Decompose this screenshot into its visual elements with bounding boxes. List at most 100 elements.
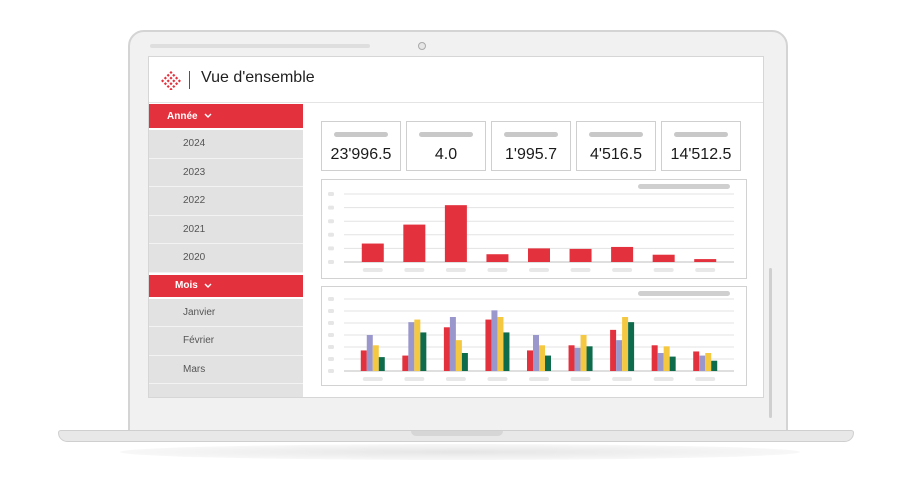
bar[interactable] [569, 248, 592, 262]
x-tick-placeholder [570, 268, 591, 272]
kpi-card[interactable]: 4.0 [406, 121, 486, 171]
bar[interactable] [497, 317, 504, 371]
page-title: Vue d'ensemble [201, 69, 315, 86]
sidebar-item-2021[interactable]: 2021 [149, 216, 303, 244]
bar[interactable] [533, 335, 539, 371]
x-tick-placeholder [653, 268, 674, 272]
bar[interactable] [652, 254, 675, 262]
y-tick-placeholder [328, 219, 334, 224]
diamond-logo-icon[interactable] [161, 70, 181, 90]
sidebar-item-janvier[interactable]: Janvier [149, 299, 303, 327]
bar[interactable] [669, 356, 676, 371]
bar[interactable] [408, 322, 415, 371]
sidebar-item-2023[interactable]: 2023 [149, 159, 303, 187]
sidebar-item-2024[interactable]: 2024 [149, 130, 303, 159]
bar[interactable] [545, 355, 551, 371]
bar[interactable] [372, 345, 379, 371]
bar[interactable] [486, 254, 509, 262]
sidebar-item-2022[interactable]: 2022 [149, 187, 303, 216]
bar[interactable] [694, 259, 717, 262]
bar[interactable] [705, 353, 712, 371]
bar[interactable] [449, 317, 456, 371]
bar[interactable] [663, 346, 670, 371]
x-tick-placeholder [612, 377, 633, 381]
x-tick-placeholder [570, 377, 591, 381]
bar[interactable] [414, 319, 421, 371]
bar[interactable] [443, 327, 450, 371]
legend-placeholder [638, 184, 730, 189]
bar[interactable] [527, 350, 533, 371]
logo-dot [161, 79, 165, 83]
kpi-card[interactable]: 4'516.5 [576, 121, 656, 171]
x-tick-placeholder [445, 268, 466, 272]
sidebar-item-fevrier[interactable]: Février [149, 327, 303, 356]
bar[interactable] [657, 353, 664, 371]
bar[interactable] [361, 243, 384, 262]
kpi-card[interactable]: 1'995.7 [491, 121, 571, 171]
bar[interactable] [491, 310, 498, 371]
bar[interactable] [574, 347, 581, 371]
bar[interactable] [461, 353, 468, 371]
y-tick-placeholder [328, 232, 334, 237]
logo-dot [169, 76, 173, 80]
sidebar-header-month[interactable]: Mois [149, 272, 303, 299]
x-tick-placeholder [404, 268, 425, 272]
logo-dot [166, 79, 170, 83]
bar[interactable] [403, 224, 426, 262]
laptop-base [58, 430, 854, 442]
bar[interactable] [611, 246, 634, 262]
kpi-label-placeholder [674, 132, 728, 137]
bar[interactable] [528, 248, 550, 262]
kpi-label-placeholder [504, 132, 558, 137]
sidebar-item-mars[interactable]: Mars [149, 356, 303, 384]
bar[interactable] [651, 345, 658, 371]
y-tick-placeholder [328, 357, 334, 361]
sidebar-header-year[interactable]: Année [149, 104, 303, 130]
logo-dot [177, 79, 181, 83]
kpi-card[interactable]: 23'996.5 [321, 121, 401, 171]
bar[interactable] [622, 317, 629, 371]
bar[interactable] [360, 350, 367, 371]
chevron-down-icon [204, 283, 212, 288]
y-tick-placeholder [328, 246, 334, 251]
bar[interactable] [485, 319, 492, 371]
bar[interactable] [503, 332, 510, 371]
bar[interactable] [378, 357, 385, 371]
logo-dot [169, 87, 173, 90]
bar[interactable] [693, 351, 700, 371]
bar[interactable] [366, 335, 373, 371]
kpi-value: 23'996.5 [330, 146, 392, 163]
kpi-label-placeholder [419, 132, 473, 137]
bar[interactable] [628, 322, 635, 371]
x-tick-placeholder [529, 268, 549, 272]
sidebar-item-2020[interactable]: 2020 [149, 244, 303, 273]
kpi-card[interactable]: 14'512.5 [661, 121, 741, 171]
x-tick-placeholder [695, 268, 716, 272]
logo-dot [166, 73, 170, 77]
x-tick-placeholder [487, 268, 508, 272]
bar[interactable] [539, 345, 545, 371]
bar[interactable] [444, 205, 467, 262]
bar[interactable] [586, 346, 593, 371]
y-tick-placeholder [328, 369, 334, 373]
header-divider [189, 71, 190, 89]
bar-chart-card [321, 179, 747, 279]
bar[interactable] [699, 355, 706, 371]
grouped-bar-chart [328, 291, 734, 381]
app-screen: Vue d'ensemble Année 2024 2023 2022 2021… [148, 56, 764, 398]
lid-edge [769, 268, 772, 418]
sidebar-header-label: Mois [175, 280, 198, 291]
bar[interactable] [580, 335, 587, 371]
y-tick-placeholder [328, 192, 334, 196]
bar[interactable] [711, 360, 718, 371]
bar[interactable] [568, 345, 575, 371]
bar[interactable] [610, 329, 617, 371]
logo-dot [172, 73, 176, 77]
bar[interactable] [455, 340, 462, 371]
logo-dot [172, 79, 176, 83]
bar[interactable] [420, 332, 427, 371]
bar[interactable] [402, 355, 409, 371]
y-tick-placeholder [328, 205, 334, 210]
bar[interactable] [616, 340, 623, 371]
x-tick-placeholder [487, 377, 508, 381]
